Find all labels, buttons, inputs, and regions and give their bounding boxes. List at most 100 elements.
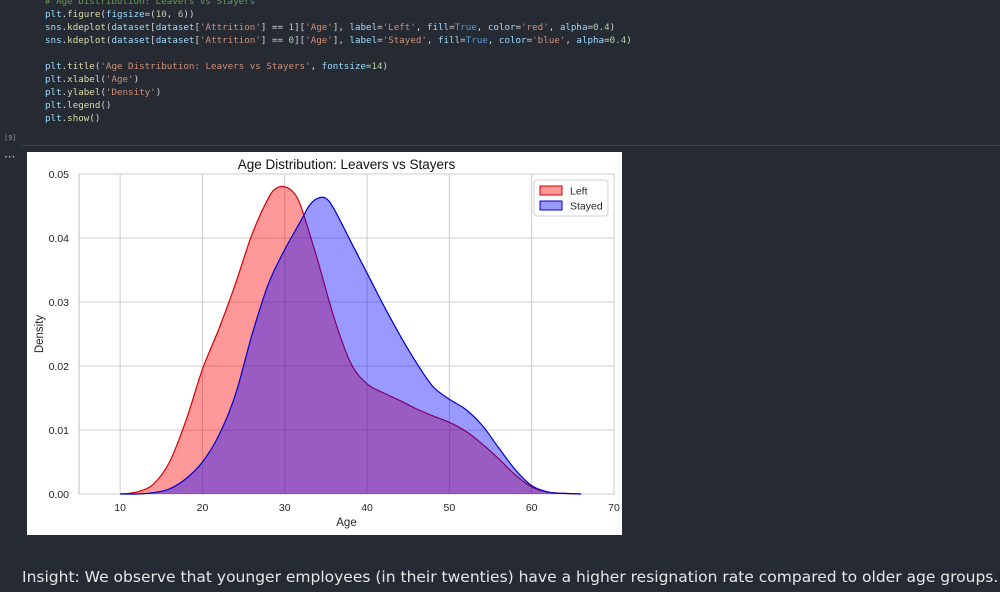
code-token: 'Age' xyxy=(105,74,134,85)
y-tick-label: 0.00 xyxy=(49,489,70,501)
code-token: . xyxy=(61,61,68,72)
code-token: alpha xyxy=(576,35,605,46)
code-token: , xyxy=(415,22,427,33)
code-token: . xyxy=(61,35,68,46)
code-token: legend xyxy=(67,100,101,111)
code-token: ( xyxy=(100,9,106,20)
code-token: sns xyxy=(45,22,62,33)
execution-count: [9] xyxy=(4,134,17,142)
code-token: , xyxy=(426,35,438,46)
plot-area xyxy=(78,173,615,495)
code-token: True xyxy=(454,22,477,33)
code-token: fill xyxy=(438,35,461,46)
code-token: ( xyxy=(105,22,112,33)
code-token: label xyxy=(349,35,378,46)
cell-divider xyxy=(22,145,1000,146)
code-line: plt.title('Age Distribution: Leavers vs … xyxy=(45,60,632,73)
code-token: = xyxy=(515,22,522,33)
code-token: ( xyxy=(94,61,101,72)
code-token: . xyxy=(61,100,68,111)
code-line: # Age Distribution: Leavers vs Stayers xyxy=(45,0,632,8)
code-token: () xyxy=(100,100,112,111)
code-token: 0.4 xyxy=(593,22,610,33)
code-line: sns.kdeplot(dataset[dataset['Attrition']… xyxy=(45,34,632,47)
code-token: ][ xyxy=(294,35,306,46)
code-token: 'Stayed' xyxy=(382,35,427,46)
series-line-left xyxy=(120,185,582,495)
y-tick-label: 0.04 xyxy=(49,233,70,245)
code-line: sns.kdeplot(dataset[dataset['Attrition']… xyxy=(45,21,632,34)
code-token: True xyxy=(465,35,488,46)
code-cell[interactable]: # Age Distribution: Leavers vs Stayers pl… xyxy=(0,0,1000,140)
code-token: = xyxy=(449,22,455,33)
code-token: [ xyxy=(150,22,156,33)
code-token: 'Age Distribution: Leavers vs Stayers' xyxy=(100,61,311,72)
code-token: = xyxy=(604,35,610,46)
code-token: . xyxy=(61,9,68,20)
y-axis-label: Density xyxy=(34,315,46,354)
y-tick-label: 0.02 xyxy=(49,361,70,373)
code-token: =( xyxy=(144,9,156,20)
code-token: show xyxy=(67,113,90,124)
more-actions-icon[interactable]: ··· xyxy=(4,150,16,164)
code-token: 'Age' xyxy=(305,35,333,46)
code-token: 'Attrition' xyxy=(200,22,261,33)
code-token: fontsize xyxy=(321,61,366,72)
code-token: ) xyxy=(155,87,162,98)
code-token: # Age Distribution: Leavers vs Stayers xyxy=(45,0,256,7)
code-token: 1 xyxy=(288,22,295,33)
x-tick-label: 40 xyxy=(361,502,373,514)
code-token: = xyxy=(587,22,594,33)
legend-label: Stayed xyxy=(570,201,603,213)
code-line: plt.figure(figsize=(10, 6)) xyxy=(45,8,632,21)
legend-swatch xyxy=(539,185,563,196)
code-token: plt xyxy=(45,87,62,98)
code-token: ], xyxy=(332,22,350,33)
chart-output: 10 20 30 40 50 60 70 0.00 0.01 0.02 0.03 0.04 0.05 Ag… xyxy=(27,152,622,535)
code-token: figure xyxy=(67,9,101,20)
code-token: , xyxy=(487,35,499,46)
code-token: = xyxy=(460,35,466,46)
x-tick-label: 60 xyxy=(526,502,538,514)
code-token: 'Left' xyxy=(382,22,416,33)
code-token: ) xyxy=(382,61,389,72)
code-line xyxy=(45,47,632,60)
code-token: , xyxy=(548,22,560,33)
code-token: 'blue' xyxy=(532,35,566,46)
code-token: ) xyxy=(626,35,632,46)
y-tick-label: 0.05 xyxy=(49,169,70,181)
code-token: 'Density' xyxy=(105,87,156,98)
x-tick-label: 30 xyxy=(279,502,291,514)
code-token: sns xyxy=(45,35,62,46)
legend-box xyxy=(533,179,609,217)
code-token: fill xyxy=(426,22,450,33)
code-token: 14 xyxy=(371,61,383,72)
code-token: 'Age' xyxy=(305,22,333,33)
y-tick-label: 0.01 xyxy=(49,425,70,437)
code-token: 10 xyxy=(155,9,167,20)
code-token: () xyxy=(89,113,101,124)
code-token: = xyxy=(365,61,372,72)
y-tick-label: 0.03 xyxy=(49,297,70,309)
code-token: plt xyxy=(45,9,62,20)
code-token: kdeplot xyxy=(67,35,106,46)
code-token: plt xyxy=(45,61,62,72)
legend-swatch xyxy=(539,200,563,211)
code-token: , xyxy=(166,9,178,20)
x-axis-label: Age xyxy=(336,517,356,529)
code-token: ) xyxy=(133,74,140,85)
kde-chart: 10 20 30 40 50 60 70 0.00 0.01 0.02 0.03 0.04 0.05 Ag… xyxy=(34,157,620,529)
code-token: ( xyxy=(100,74,106,85)
code-token: dataset xyxy=(155,35,195,46)
code-line: plt.show() xyxy=(45,112,632,125)
code-line: plt.xlabel('Age') xyxy=(45,73,632,86)
code-token: ], xyxy=(332,35,350,46)
code-editor[interactable]: # Age Distribution: Leavers vs Stayers pl… xyxy=(45,0,632,125)
code-token: ] == xyxy=(260,35,289,46)
code-token: 6 xyxy=(177,9,184,20)
code-token: ( xyxy=(100,87,106,98)
legend-label: Left xyxy=(570,186,588,198)
code-token: . xyxy=(61,74,68,85)
x-tick-label: 20 xyxy=(197,502,209,514)
code-token: , xyxy=(476,22,488,33)
